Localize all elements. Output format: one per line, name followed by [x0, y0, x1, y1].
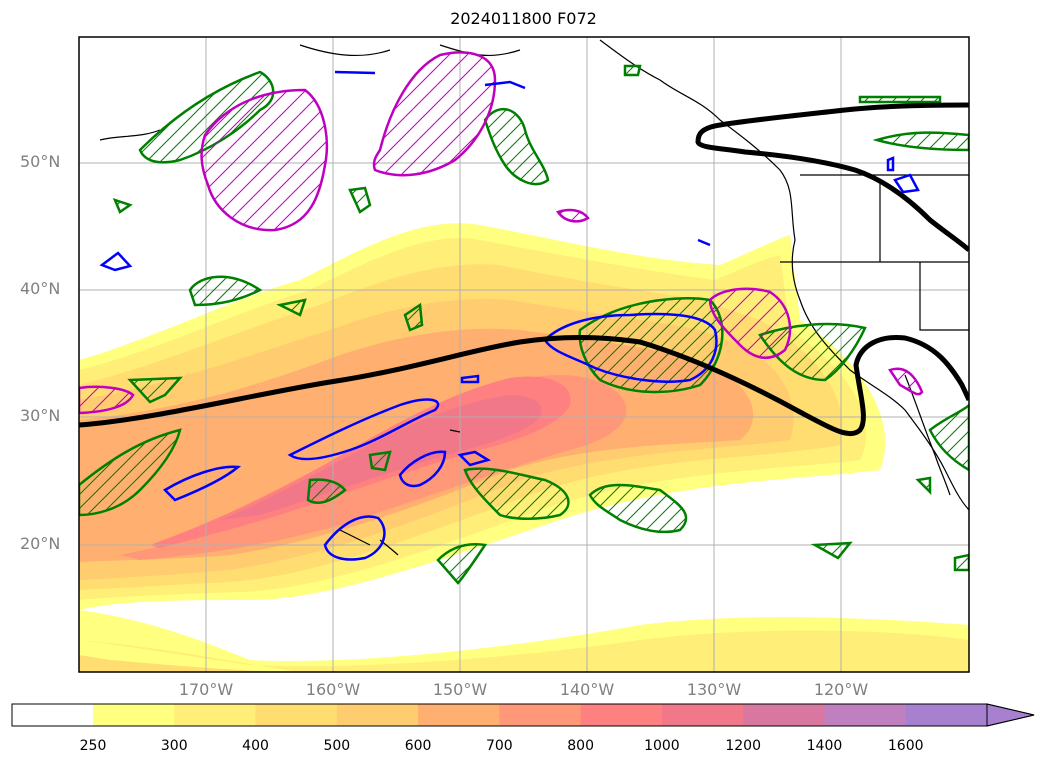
colorbar-segment	[12, 704, 93, 726]
latitude-label: 20°N	[20, 534, 61, 553]
blue-contours	[99, 70, 920, 561]
latitude-label: 50°N	[20, 152, 61, 171]
colorbar-segment	[336, 704, 419, 726]
latitude-label: 40°N	[20, 279, 61, 298]
colorbar-outline	[11, 703, 1035, 727]
colorbar-segment	[93, 704, 175, 726]
colorbar-segment	[661, 704, 744, 726]
colorbar-segment	[743, 704, 825, 726]
latitude-label: 30°N	[20, 406, 61, 425]
colorbar-tick-label: 800	[567, 738, 594, 754]
longitude-label: 150°W	[432, 680, 488, 699]
coastlines	[99, 39, 969, 556]
colorbar-tick-label: 1000	[644, 738, 680, 754]
colorbar-segment	[255, 704, 338, 726]
colorbar-tick-label: 600	[404, 738, 432, 754]
colorbar-tick-label: 300	[160, 738, 188, 754]
colorbar-segment	[499, 704, 582, 726]
colorbar-segment	[580, 704, 663, 726]
magenta-contours	[79, 51, 924, 415]
colorbar-tick-label: 500	[323, 738, 351, 754]
colorbar-tick-label: 1400	[806, 738, 843, 754]
map-title: 2024011800 F072	[450, 9, 597, 28]
longitude-label: 130°W	[686, 680, 742, 699]
colorbar-tick-label: 700	[485, 738, 513, 754]
longitude-label: 120°W	[813, 680, 869, 699]
colorbar-extend-arrow	[986, 703, 1035, 727]
longitude-label: 140°W	[559, 680, 615, 699]
longitude-label: 170°W	[178, 680, 234, 699]
jet-contour	[79, 102, 969, 437]
colorbar-segment	[174, 704, 257, 726]
colorbar-tick-label: 1600	[887, 738, 924, 754]
colorbar-segment	[905, 704, 988, 726]
map-frame	[78, 36, 970, 673]
colorbar-tick-label: 250	[79, 738, 107, 754]
colorbar-segment	[824, 704, 907, 726]
colorbar-segment	[418, 704, 500, 726]
colorbar-tick-label: 400	[242, 738, 269, 754]
longitude-label: 160°W	[305, 680, 361, 699]
colorbar-tick-label: 1200	[725, 738, 761, 754]
colorbar	[11, 703, 1035, 727]
